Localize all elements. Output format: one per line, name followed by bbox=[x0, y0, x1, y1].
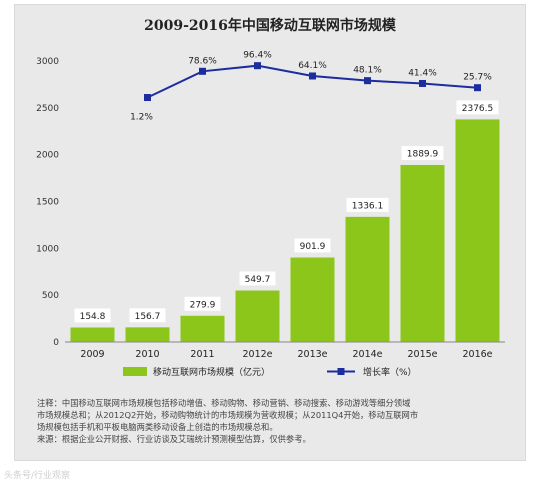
bar-label-bg bbox=[456, 100, 499, 115]
legend-bar-label: 移动互联网市场规模（亿元） bbox=[153, 366, 270, 378]
growth-rate-label: 41.4% bbox=[408, 68, 437, 78]
x-tick-label: 2009 bbox=[80, 349, 104, 360]
bar-value-label: 154.8 bbox=[80, 312, 106, 322]
bar-2014e bbox=[345, 216, 390, 342]
chart-canvas: 0 500 1000 1500 2000 2500 3000 154.8 2009 156.7 20… bbox=[36, 51, 505, 378]
x-tick-label: 2014e bbox=[352, 349, 382, 360]
bar-value-label: 279.9 bbox=[190, 300, 216, 310]
y-tick-label: 1500 bbox=[36, 198, 59, 208]
legend-bar-swatch bbox=[123, 367, 147, 376]
bar-value-label: 1889.9 bbox=[407, 149, 439, 159]
y-tick-label: 2500 bbox=[36, 104, 59, 114]
growth-marker-2011 bbox=[199, 67, 206, 75]
growth-rate-label: 96.4% bbox=[243, 51, 272, 61]
bar-label-bg bbox=[401, 145, 444, 160]
x-tick-label: 2015e bbox=[407, 349, 437, 360]
bar-2016e bbox=[455, 119, 500, 342]
bar-value-label: 156.7 bbox=[135, 312, 161, 322]
notes-block: 注释：中国移动互联网市场规模包括移动增值、移动购物、移动营销、移动搜索、移动游戏… bbox=[37, 397, 517, 445]
growth-marker-2014e bbox=[364, 77, 371, 85]
growth-marker-2015e bbox=[419, 79, 426, 87]
bar-label-bg bbox=[294, 238, 331, 253]
y-tick-label: 2000 bbox=[36, 151, 59, 161]
x-tick-label: 2012e bbox=[242, 349, 272, 360]
growth-rate-label: 64.1% bbox=[298, 61, 327, 71]
note-line: 场规模包括手机和平板电脑两类移动设备上创造的市场规模总和。 bbox=[37, 422, 278, 432]
bar-2011 bbox=[180, 315, 225, 342]
note-line: 市场规模总和；从2012Q2开始，移动购物统计的市场规模为营收规模；从2011Q… bbox=[37, 410, 419, 420]
legend-line-marker bbox=[337, 368, 345, 375]
bar-label-bg bbox=[129, 308, 166, 323]
growth-marker-2012e bbox=[254, 62, 261, 70]
y-tick-label: 500 bbox=[42, 291, 59, 301]
note-line: 注释：中国移动互联网市场规模包括移动增值、移动购物、移动营销、移动搜索、移动游戏… bbox=[37, 398, 411, 408]
y-tick-label: 0 bbox=[53, 338, 59, 348]
note-line: 来源：根据企业公开财报、行业访谈及艾瑞统计预测模型估算，仅供参考。 bbox=[37, 434, 311, 444]
bar-2013e bbox=[290, 257, 335, 342]
growth-marker-2016e bbox=[474, 84, 481, 92]
x-tick-label: 2010 bbox=[135, 349, 159, 360]
growth-rate-label: 48.1% bbox=[353, 66, 382, 76]
growth-rate-label: 78.6% bbox=[188, 56, 217, 66]
bar-label-bg bbox=[74, 308, 111, 323]
x-tick-label: 2013e bbox=[297, 349, 327, 360]
y-tick-label: 1000 bbox=[36, 244, 59, 254]
x-tick-label: 2011 bbox=[190, 349, 214, 360]
bar-value-label: 2376.5 bbox=[462, 104, 494, 114]
bar-label-bg bbox=[239, 271, 276, 286]
bar-value-label: 901.9 bbox=[300, 242, 326, 252]
watermark: 头条号/行业观察 bbox=[4, 471, 71, 481]
chart-frame: 2009-2016年中国移动互联网市场规模 0 500 1000 1500 2000 25… bbox=[14, 4, 526, 461]
growth-marker-2010 bbox=[144, 94, 151, 102]
growth-rate-label: 1.2% bbox=[130, 113, 153, 123]
y-tick-label: 3000 bbox=[36, 57, 59, 67]
x-tick-label: 2016e bbox=[462, 349, 492, 360]
bar-value-label: 549.7 bbox=[245, 275, 271, 285]
growth-rate-label: 25.7% bbox=[463, 73, 492, 83]
bar-2009 bbox=[70, 327, 115, 342]
bar-label-bg bbox=[346, 197, 389, 212]
bar-value-label: 1336.1 bbox=[352, 201, 384, 211]
chart-title: 2009-2016年中国移动互联网市场规模 bbox=[144, 18, 396, 34]
bar-label-bg bbox=[184, 296, 221, 311]
bar-2010 bbox=[125, 327, 170, 342]
legend-line-label: 增长率（%） bbox=[363, 366, 417, 378]
growth-marker-2013e bbox=[309, 72, 316, 80]
bar-2012e bbox=[235, 290, 280, 342]
bar-2015e bbox=[400, 164, 445, 342]
